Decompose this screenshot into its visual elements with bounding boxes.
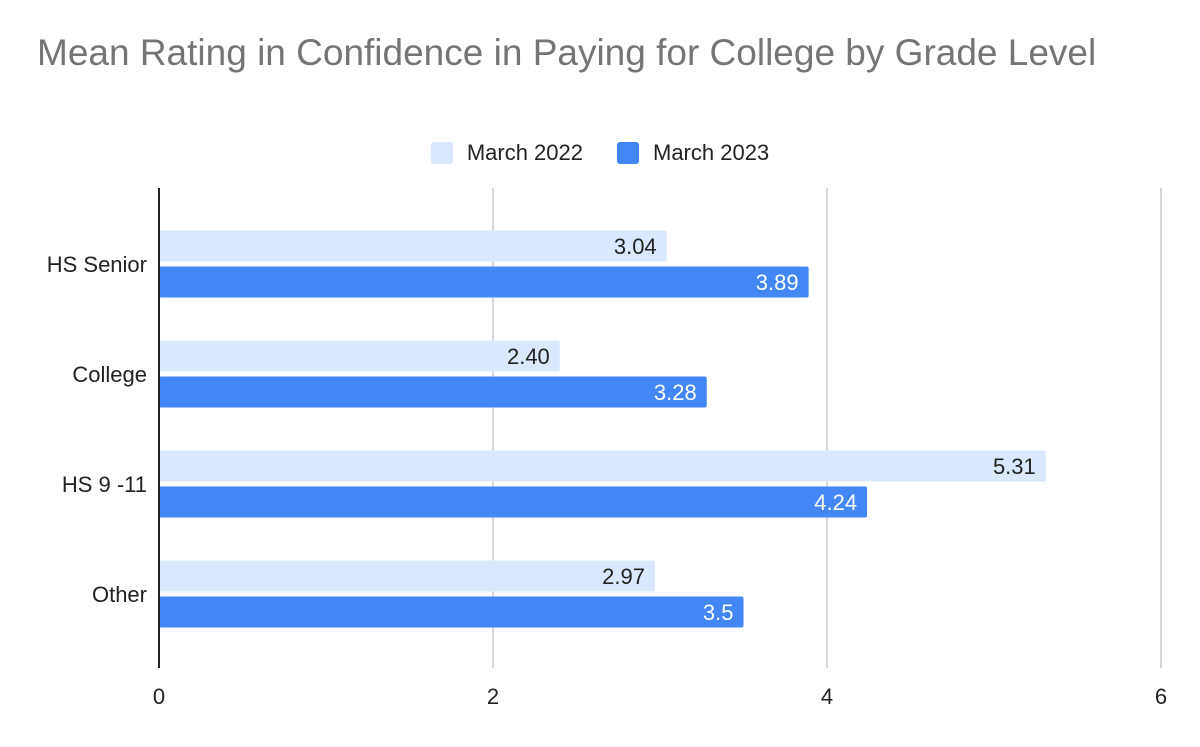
data-label: 2.97: [602, 564, 645, 589]
legend-label-march-2022: March 2022: [466, 140, 583, 165]
y-tick-label: College: [72, 362, 147, 387]
bar-march-2022: [159, 560, 655, 592]
legend: March 2022 March 2023: [0, 136, 1200, 170]
chart-title: Mean Rating in Confidence in Paying for …: [37, 32, 1097, 73]
data-label: 3.5: [703, 600, 734, 625]
data-label: 2.40: [507, 344, 550, 369]
legend-swatch-march-2023: [617, 142, 639, 164]
legend-swatch-march-2022: [430, 142, 453, 164]
x-tick-label: 2: [487, 684, 499, 709]
legend-label-march-2023: March 2023: [653, 140, 770, 165]
bar-march-2023: [159, 266, 809, 298]
x-tick-label: 6: [1155, 684, 1167, 709]
bar-march-2023: [159, 596, 744, 628]
y-tick-label: HS 9 -11: [62, 472, 147, 497]
data-label: 3.28: [654, 380, 697, 405]
data-label: 3.89: [756, 270, 799, 295]
bar-march-2023: [159, 486, 868, 518]
x-tick-label: 0: [153, 684, 165, 709]
bar-march-2022: [159, 230, 667, 262]
legend-item-march-2022: March 2022: [430, 140, 583, 166]
data-label: 4.24: [814, 490, 857, 515]
data-label: 5.31: [993, 454, 1036, 479]
data-label: 3.04: [614, 234, 657, 259]
bar-march-2022: [159, 340, 560, 372]
y-tick-label: HS Senior: [47, 252, 147, 277]
bar-march-2023: [159, 376, 707, 408]
y-tick-label: Other: [92, 582, 147, 607]
legend-item-march-2023: March 2023: [617, 140, 769, 166]
x-tick-label: 4: [821, 684, 833, 709]
bar-march-2022: [159, 450, 1046, 482]
